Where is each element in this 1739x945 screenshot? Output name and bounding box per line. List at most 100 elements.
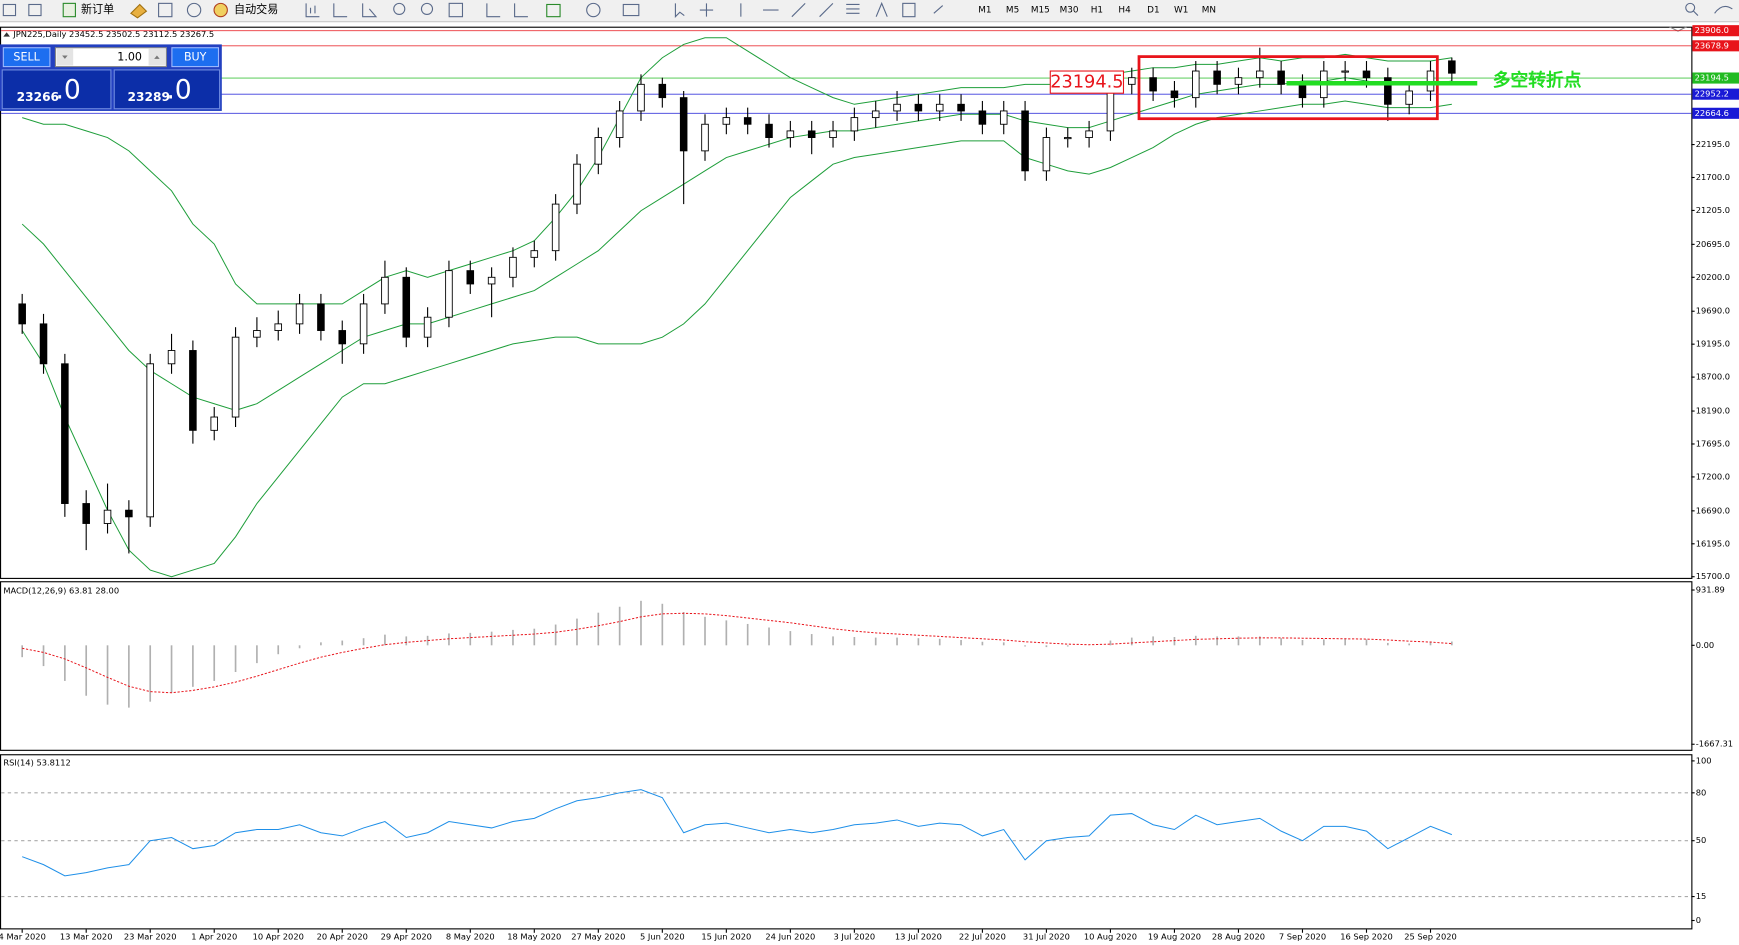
y-tick-label: 17200.0 bbox=[1696, 471, 1730, 481]
candle-body bbox=[61, 363, 69, 504]
y-tick-label: 19690.0 bbox=[1696, 306, 1730, 316]
candle-body bbox=[189, 350, 197, 431]
candle-body bbox=[615, 110, 624, 139]
price-tag: 23194.5 bbox=[1050, 73, 1123, 93]
candle-body bbox=[914, 103, 923, 112]
x-tick-label: 23 Mar 2020 bbox=[124, 932, 177, 942]
one-click-trading: SELL 1.00 BUY 23266 .0 23289 .0 bbox=[0, 44, 222, 111]
level-label: 22952.2 bbox=[1695, 89, 1729, 99]
buy-price[interactable]: 23289 bbox=[128, 90, 170, 104]
y-tick-label: -1667.31 bbox=[1696, 739, 1733, 749]
candle-body bbox=[295, 303, 304, 325]
x-tick-label: 4 Mar 2020 bbox=[0, 932, 46, 942]
timeframe-button[interactable]: H4 bbox=[1118, 6, 1131, 16]
candle-body bbox=[594, 137, 603, 165]
x-tick-label: 25 Sep 2020 bbox=[1404, 932, 1457, 942]
candle-body bbox=[1362, 70, 1371, 79]
y-tick-label: 20695.0 bbox=[1696, 239, 1730, 249]
y-tick-label: 18700.0 bbox=[1696, 372, 1730, 382]
candle-body bbox=[509, 256, 517, 278]
timeframe-button[interactable]: H1 bbox=[1091, 6, 1103, 16]
lot-value[interactable]: 1.00 bbox=[117, 51, 142, 64]
y-tick-label: 50 bbox=[1696, 835, 1707, 845]
x-tick-label: 19 Aug 2020 bbox=[1148, 932, 1201, 942]
y-tick-label: 22195.0 bbox=[1696, 139, 1730, 149]
x-tick-label: 7 Sep 2020 bbox=[1279, 932, 1326, 942]
new-order-button[interactable]: 新订单 bbox=[81, 2, 114, 16]
y-tick-label: 17695.0 bbox=[1696, 438, 1730, 448]
macd-layer: 931.89 0.00 -1667.31 bbox=[21, 585, 1733, 749]
level-label-box bbox=[1692, 107, 1739, 119]
x-tick-label: 10 Aug 2020 bbox=[1084, 932, 1137, 942]
buy-label[interactable]: BUY bbox=[184, 51, 207, 64]
y-tick-label: 16195.0 bbox=[1696, 538, 1730, 548]
y-tick-label: 100 bbox=[1696, 755, 1712, 765]
candle-body bbox=[1170, 90, 1179, 99]
range-box bbox=[1137, 55, 1439, 121]
timeframe-bar: M1 M5 M15 M30 H1 H4 D1 W1 MN bbox=[978, 6, 1216, 16]
x-tick-label: 1 Apr 2020 bbox=[191, 932, 237, 942]
x-tick-label: 16 Sep 2020 bbox=[1340, 932, 1393, 942]
candle-body bbox=[551, 203, 560, 252]
x-tick-label: 29 Apr 2020 bbox=[381, 932, 432, 942]
candle-body bbox=[829, 130, 837, 139]
rsi-panel bbox=[0, 754, 1693, 930]
lot-input[interactable] bbox=[54, 47, 167, 68]
candle-body bbox=[423, 316, 432, 338]
y-tick-label: 18190.0 bbox=[1696, 406, 1730, 416]
timeframe-button[interactable]: M30 bbox=[1060, 6, 1079, 16]
timeframe-button[interactable]: M5 bbox=[1006, 6, 1019, 16]
chart-title: JPN225,Daily 23452.5 23502.5 23112.5 232… bbox=[12, 29, 214, 39]
candle-body bbox=[786, 130, 795, 139]
candle-body bbox=[338, 330, 347, 345]
sell-price[interactable]: 23266 bbox=[17, 90, 59, 104]
candle-body bbox=[39, 323, 48, 365]
candle-body bbox=[1192, 70, 1200, 99]
x-tick-label: 31 Jul 2020 bbox=[1023, 932, 1070, 942]
candle-body bbox=[765, 123, 773, 139]
candle-body bbox=[1021, 110, 1029, 172]
buy-price-box[interactable] bbox=[113, 69, 221, 110]
candle-body bbox=[530, 250, 539, 258]
candle-body bbox=[573, 163, 581, 205]
sell-button[interactable] bbox=[2, 47, 51, 68]
candle-body bbox=[487, 276, 496, 285]
candle-body bbox=[1127, 77, 1136, 85]
candle-body bbox=[1277, 70, 1285, 85]
buy-button[interactable] bbox=[171, 47, 220, 68]
x-tick-label: 3 Jul 2020 bbox=[834, 932, 876, 942]
sell-label[interactable]: SELL bbox=[13, 51, 40, 64]
timeframe-button[interactable]: D1 bbox=[1147, 6, 1159, 16]
x-tick-label: 13 Jul 2020 bbox=[895, 932, 942, 942]
candle-body bbox=[679, 97, 688, 152]
turning-point-label: 多空转折点 bbox=[1493, 69, 1582, 91]
buy-price-fraction[interactable]: .0 bbox=[166, 74, 191, 105]
level-label: 23194.5 bbox=[1695, 73, 1729, 83]
sell-price-box[interactable] bbox=[1, 69, 112, 110]
price-tag-box bbox=[1049, 70, 1125, 94]
sell-price-fraction[interactable]: .0 bbox=[55, 74, 80, 105]
candle-body bbox=[1405, 90, 1413, 105]
candle-body bbox=[637, 83, 645, 112]
level-label: 23906.0 bbox=[1695, 25, 1729, 35]
candle-body bbox=[381, 276, 389, 305]
candle-body bbox=[1234, 77, 1243, 85]
timeframe-button[interactable]: MN bbox=[1202, 6, 1216, 16]
toolbar-icons bbox=[2, 1, 1733, 19]
timeframe-button[interactable]: M15 bbox=[1031, 6, 1050, 16]
x-tick-label: 8 May 2020 bbox=[446, 932, 495, 942]
y-tick-label: 19195.0 bbox=[1696, 339, 1730, 349]
timeframe-button[interactable]: W1 bbox=[1174, 6, 1188, 16]
candle-body bbox=[167, 350, 176, 365]
level-label-box bbox=[1692, 72, 1739, 84]
x-tick-label: 10 Apr 2020 bbox=[253, 932, 304, 942]
rsi-title: RSI(14) 53.8112 bbox=[3, 758, 70, 768]
candle-body bbox=[1448, 60, 1456, 74]
candle-body bbox=[210, 416, 218, 431]
toolbar bbox=[0, 0, 1739, 22]
candle-body bbox=[978, 110, 987, 125]
auto-trading-button[interactable]: 自动交易 bbox=[234, 2, 278, 16]
candle-body bbox=[125, 509, 133, 518]
timeframe-button[interactable]: M1 bbox=[978, 6, 991, 16]
